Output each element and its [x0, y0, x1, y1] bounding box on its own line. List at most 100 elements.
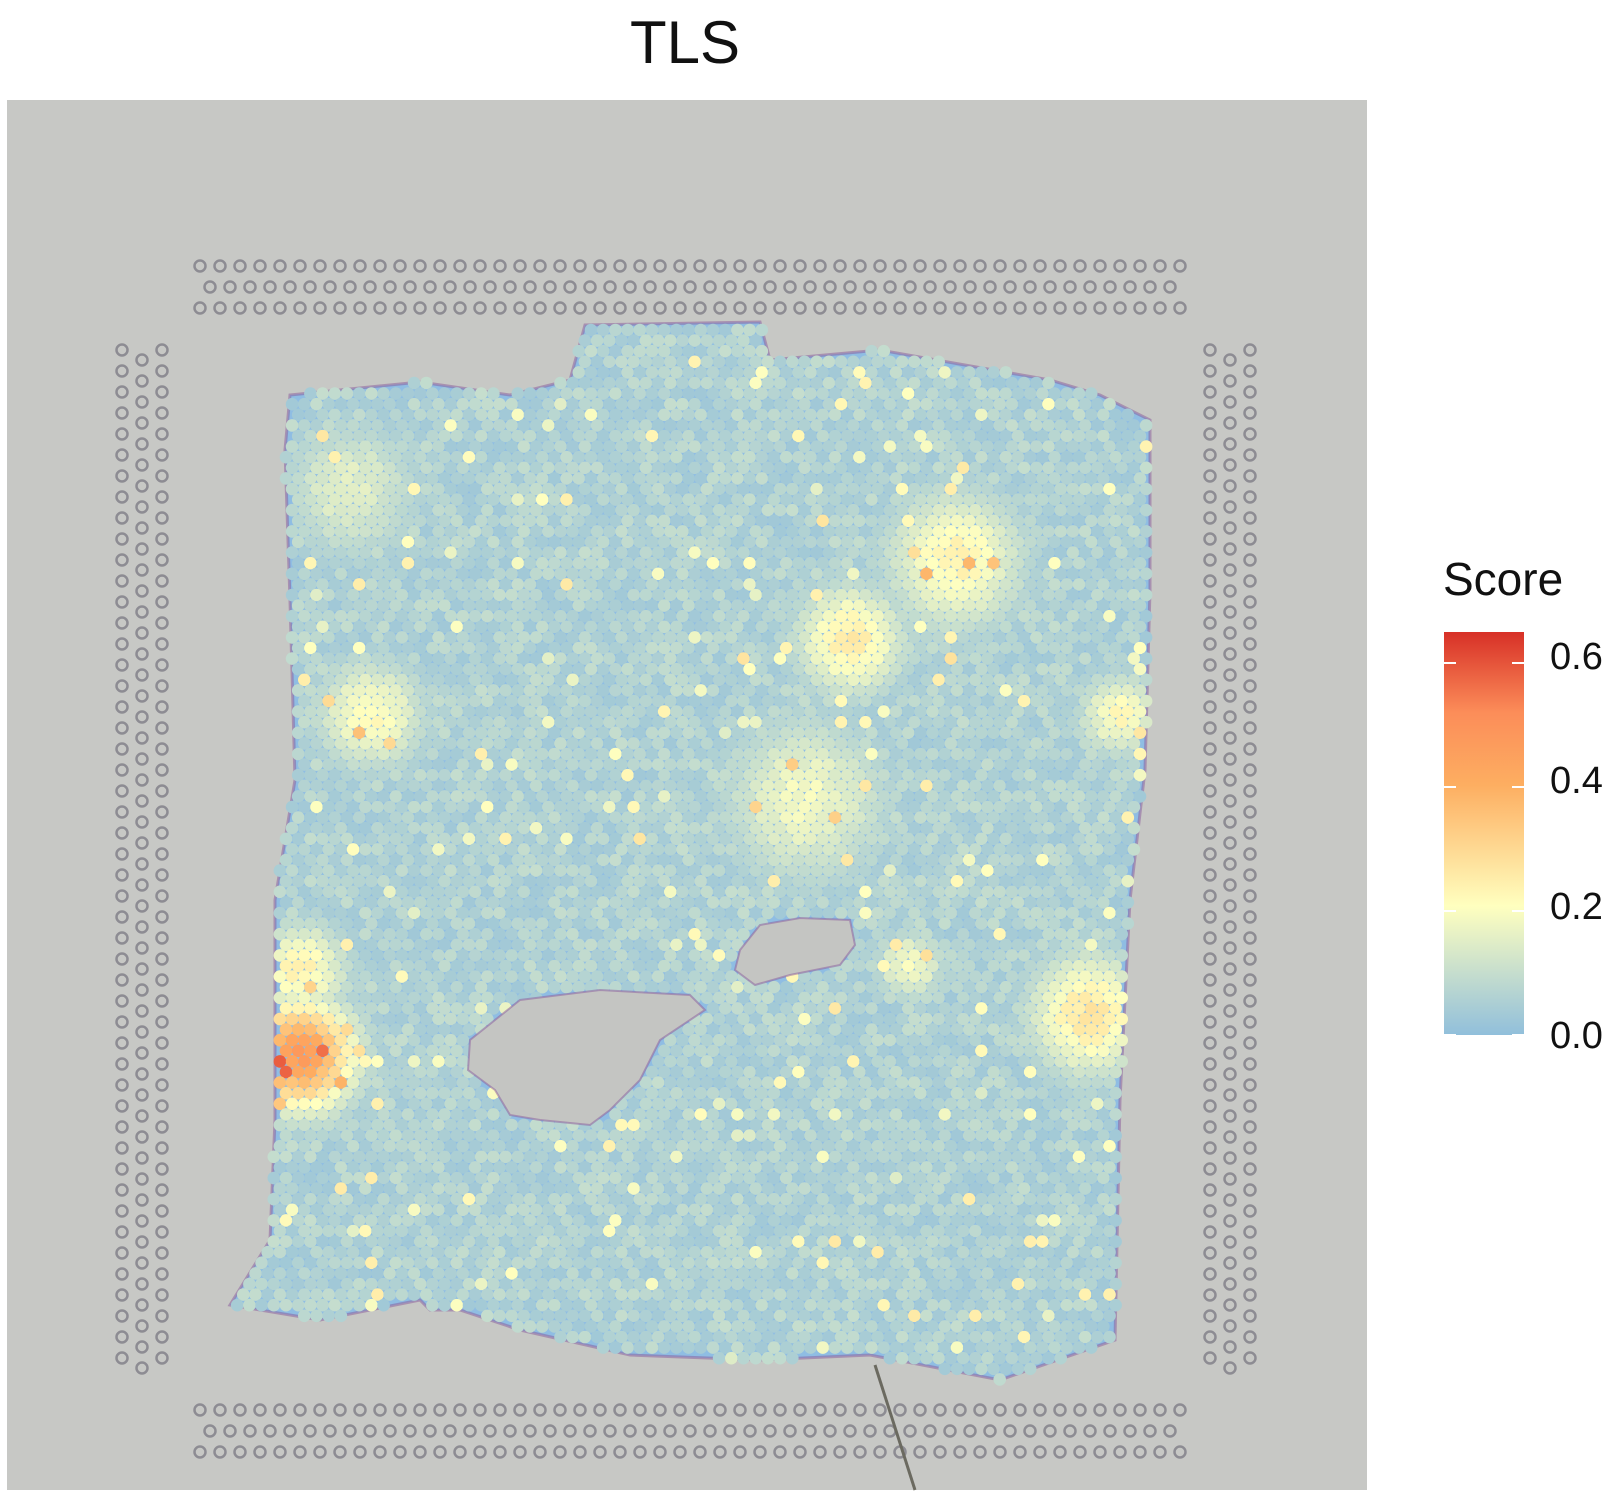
spot: [834, 440, 848, 453]
spot: [822, 991, 836, 1005]
spot: [352, 684, 366, 697]
spot: [609, 705, 622, 718]
spot: [993, 864, 1006, 877]
spot: [1139, 715, 1153, 729]
fiducial-spot: [473, 301, 487, 315]
spot: [950, 578, 964, 591]
spot: [877, 747, 891, 761]
spot: [432, 461, 445, 475]
fiducial-spot: [155, 1183, 169, 1197]
spot: [712, 567, 726, 581]
spot: [670, 514, 683, 528]
spot: [523, 450, 537, 464]
spot: [688, 927, 701, 941]
spot: [438, 896, 451, 909]
fiducial-spot: [1013, 1445, 1027, 1459]
fiducial-spot: [1133, 1403, 1147, 1417]
spot: [371, 609, 384, 623]
spot: [834, 694, 848, 708]
spot: [786, 482, 799, 496]
spot: [749, 673, 762, 687]
fiducial-spot: [903, 1424, 917, 1438]
spot: [1036, 429, 1049, 443]
spot: [1066, 758, 1080, 771]
spot: [871, 461, 884, 475]
spot: [389, 620, 403, 634]
spot: [322, 609, 336, 623]
spot: [847, 355, 860, 369]
spot: [639, 652, 653, 665]
spot: [792, 1002, 805, 1015]
spot: [786, 397, 799, 411]
fiducial-spot: [1143, 1424, 1157, 1438]
spot: [359, 673, 372, 687]
spot: [932, 1033, 945, 1047]
spot: [505, 546, 518, 559]
spot: [700, 567, 714, 581]
spot: [700, 779, 714, 793]
spot: [828, 896, 842, 909]
spot: [792, 429, 805, 443]
spot: [1005, 482, 1019, 496]
spot: [1054, 949, 1067, 962]
spot: [420, 758, 433, 771]
spot: [840, 366, 854, 379]
spot: [1048, 599, 1061, 612]
spot: [859, 1012, 872, 1026]
spot: [481, 885, 494, 899]
spot: [956, 397, 970, 411]
spot: [279, 874, 293, 888]
fiducial-spot: [115, 427, 129, 441]
spot: [572, 811, 586, 824]
spot: [474, 705, 488, 718]
spot: [798, 376, 811, 390]
spot: [584, 366, 598, 379]
spot: [664, 885, 677, 899]
spot: [426, 578, 439, 591]
spot: [450, 641, 464, 655]
spot: [786, 991, 799, 1005]
spot: [298, 843, 311, 856]
spot: [529, 864, 543, 877]
spot: [792, 896, 805, 909]
spot: [639, 419, 653, 432]
spot: [975, 980, 988, 994]
spot: [676, 779, 689, 793]
spot: [328, 853, 342, 867]
spot: [816, 747, 830, 761]
spot: [584, 493, 598, 506]
spot: [920, 885, 933, 899]
spot: [1005, 970, 1019, 983]
spot: [779, 853, 793, 867]
spot: [1005, 694, 1019, 708]
spot: [853, 768, 866, 782]
spot: [615, 334, 628, 347]
spot: [987, 641, 1000, 655]
spot: [542, 652, 555, 665]
spot: [377, 811, 390, 824]
spot: [1084, 1023, 1098, 1036]
spot: [908, 397, 921, 411]
spot: [645, 535, 659, 549]
spot: [590, 673, 604, 687]
spot: [572, 853, 586, 867]
spot: [718, 959, 732, 973]
spot: [798, 673, 811, 687]
spot: [1103, 652, 1116, 665]
spot: [487, 472, 500, 485]
spot: [920, 758, 933, 771]
spot: [883, 779, 897, 793]
spot: [993, 821, 1006, 835]
spot: [413, 917, 427, 930]
spot: [706, 450, 720, 464]
spot: [596, 832, 610, 846]
fiducial-spot: [893, 259, 907, 273]
spot: [712, 970, 726, 983]
fiducial-spot: [115, 784, 129, 798]
spot: [993, 800, 1006, 814]
spot: [511, 768, 525, 782]
spot: [523, 556, 537, 570]
spot: [761, 631, 775, 644]
spot: [383, 800, 397, 814]
